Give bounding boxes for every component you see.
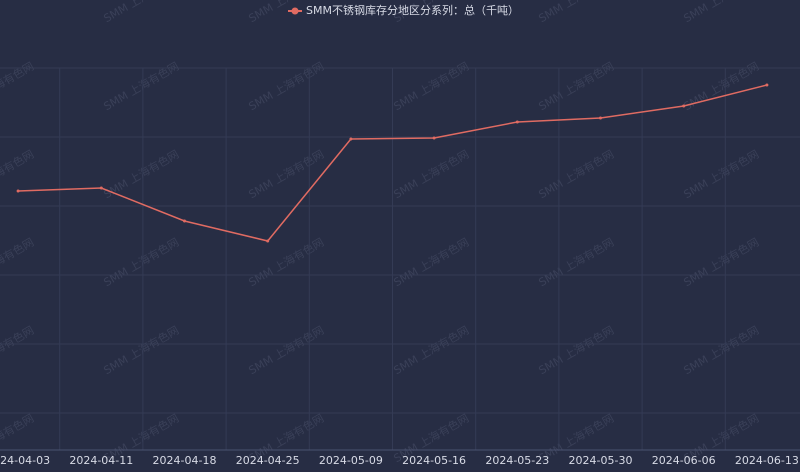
watermark: SMM 上海有色网 bbox=[101, 59, 181, 113]
point bbox=[765, 83, 769, 87]
legend: SMM不锈钢库存分地区分系列：总（千吨） bbox=[288, 3, 519, 17]
legend-marker bbox=[291, 7, 299, 15]
watermark: SMM 上海有色网 bbox=[391, 323, 471, 377]
point bbox=[599, 116, 602, 120]
watermark: SMM 上海有色网 bbox=[681, 0, 761, 25]
legend-label: SMM不锈钢库存分地区分系列：总（千吨） bbox=[306, 3, 519, 17]
watermark: SMM 上海有色网 bbox=[536, 147, 616, 201]
point bbox=[682, 104, 686, 108]
x-tick-label: 2024-04-11 bbox=[69, 454, 133, 467]
x-tick-label: 2024-04-18 bbox=[153, 454, 217, 467]
point bbox=[266, 239, 270, 243]
watermark: SMM 上海有色网 bbox=[391, 147, 471, 201]
point bbox=[183, 219, 186, 223]
watermark: SMM 上海有色网 bbox=[391, 235, 471, 289]
x-tick-label: 2024-05-09 bbox=[319, 454, 383, 467]
watermark: SMM 上海有色网 bbox=[0, 147, 36, 201]
watermark: SMM 上海有色网 bbox=[101, 323, 181, 377]
watermark: SMM 上海有色网 bbox=[536, 59, 616, 113]
watermark: SMM 上海有色网 bbox=[391, 59, 471, 113]
watermark: SMM 上海有色网 bbox=[246, 59, 326, 113]
watermark: SMM 上海有色网 bbox=[246, 323, 326, 377]
grid bbox=[0, 67, 800, 414]
x-tick-label: 2024-05-23 bbox=[485, 454, 549, 467]
watermark: SMM 上海有色网 bbox=[536, 235, 616, 289]
x-tick-label: 2024-05-16 bbox=[402, 454, 466, 467]
x-tick-label: 2024-04-03 bbox=[0, 454, 50, 467]
line bbox=[18, 84, 768, 242]
watermark: SMM 上海有色网 bbox=[681, 147, 761, 201]
watermarks: SMM 上海有色网 SMM 上海有色网 SMM 上海有色网 SMM 上海有色网 SMM … bbox=[0, 0, 761, 465]
watermark: SMM 上海有色网 bbox=[101, 0, 181, 25]
watermark: SMM 上海有色网 bbox=[0, 323, 36, 377]
x-tick-label: 2024-04-25 bbox=[236, 454, 300, 467]
point bbox=[349, 137, 353, 141]
point bbox=[432, 136, 436, 140]
watermark: SMM 上海有色网 bbox=[536, 323, 616, 377]
watermark: SMM 上海有色网 bbox=[536, 0, 616, 25]
point bbox=[99, 186, 103, 190]
point bbox=[515, 120, 519, 124]
watermark: SMM 上海有色网 bbox=[681, 59, 761, 113]
watermark: SMM 上海有色网 bbox=[0, 59, 36, 113]
watermark: SMM 上海有色网 bbox=[681, 323, 761, 377]
watermark: SMM 上海有色网 bbox=[0, 0, 36, 25]
watermark: SMM 上海有色网 bbox=[246, 235, 326, 289]
x-tick-label: 2024-06-06 bbox=[652, 454, 716, 467]
x-tick-label: 2024-06-13 bbox=[735, 454, 799, 467]
watermark: SMM 上海有色网 bbox=[246, 147, 326, 201]
point bbox=[16, 189, 20, 193]
watermark: SMM 上海有色网 bbox=[0, 235, 36, 289]
x-tick-label: 2024-05-30 bbox=[569, 454, 633, 467]
watermark: SMM 上海有色网 bbox=[101, 235, 181, 289]
watermark: SMM 上海有色网 bbox=[681, 235, 761, 289]
